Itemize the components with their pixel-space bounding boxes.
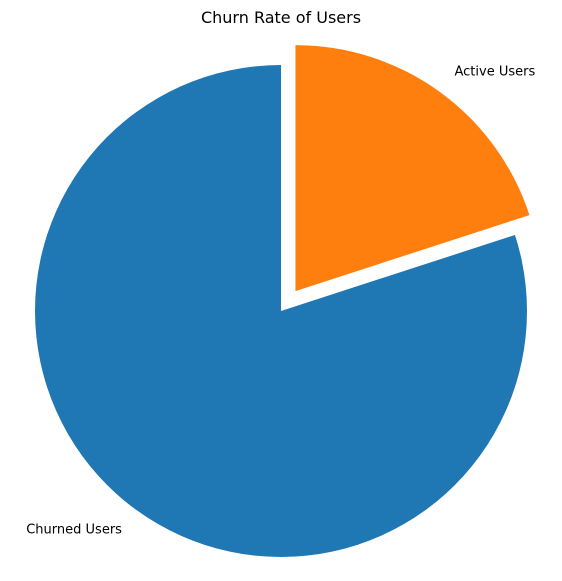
slice-label-churned-users: Churned Users (26, 522, 122, 537)
slice-label-active-users: Active Users (455, 65, 536, 80)
pie-labels: Active Users Churned Users (26, 65, 535, 538)
pie-slice-active-users (295, 45, 530, 292)
pie-slices (35, 45, 530, 557)
chart-title: Churn Rate of Users (201, 8, 361, 27)
pie-slice-churned-users (35, 65, 528, 557)
